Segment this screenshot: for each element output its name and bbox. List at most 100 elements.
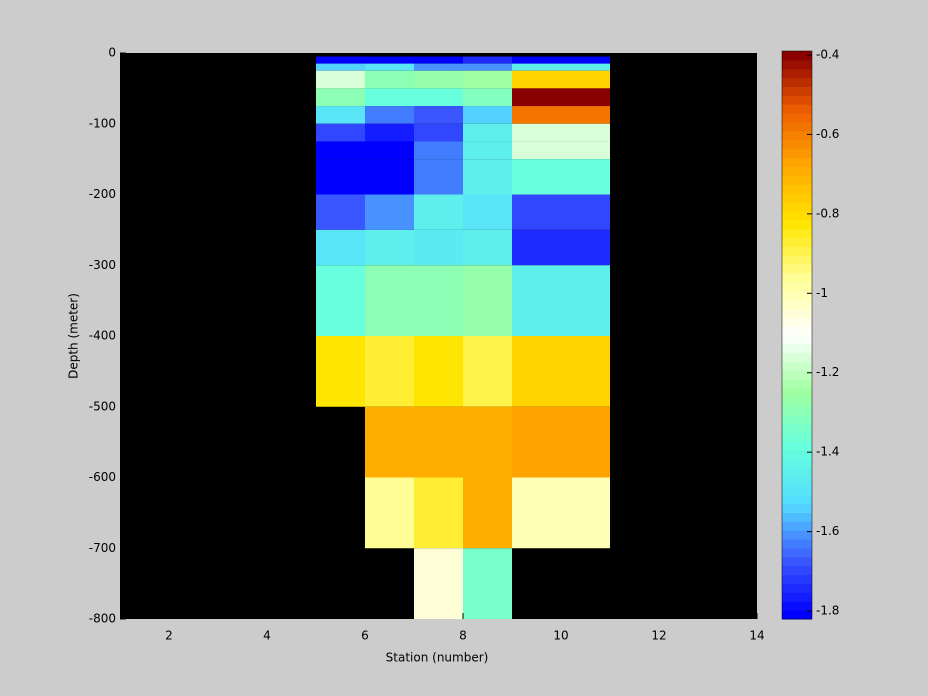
y-tick-label: -400 (89, 329, 116, 343)
colorbar-band (782, 157, 812, 167)
heatmap-cell (365, 88, 414, 107)
heatmap-cell (365, 194, 414, 230)
colorbar-band (782, 228, 812, 238)
colorbar-band (782, 397, 812, 407)
colorbar-band (782, 210, 812, 221)
heatmap-cell (512, 70, 610, 89)
colorbar-band (782, 556, 812, 567)
y-tick-label: -200 (89, 187, 116, 201)
heatmap-cell (512, 336, 610, 407)
heatmap-cell (512, 265, 610, 336)
heatmap-cell (414, 106, 463, 124)
heatmap-cell (316, 123, 365, 142)
colorbar-band (782, 255, 812, 265)
colorbar-band (782, 201, 812, 212)
heatmap-cell (463, 406, 512, 478)
heatmap-cell (463, 548, 512, 619)
colorbar-band (782, 193, 812, 203)
x-tick-label: 8 (459, 629, 467, 643)
colorbar-tick-label: -1 (816, 286, 828, 300)
heatmap-cell (316, 194, 365, 230)
colorbar-band (782, 601, 812, 611)
heatmap-cell (316, 141, 365, 160)
colorbar-band (782, 139, 812, 150)
colorbar-band (782, 548, 812, 558)
colorbar-band (782, 361, 812, 371)
colorbar-band (782, 290, 812, 300)
heatmap-cell (365, 141, 414, 160)
heatmap-cell (463, 336, 512, 407)
colorbar-band (782, 246, 812, 256)
heatmap-cell (512, 406, 610, 478)
heatmap-cell (463, 56, 512, 64)
colorbar-band (782, 459, 812, 469)
heatmap-cell (463, 194, 512, 230)
heatmap-cell (463, 159, 512, 195)
heatmap-cell (414, 229, 463, 266)
heatmap-cell (414, 88, 463, 107)
colorbar-band (782, 574, 812, 584)
heatmap-cell (463, 106, 512, 124)
y-axis-label: Depth (meter) (67, 293, 81, 379)
colorbar-band (782, 166, 812, 176)
heatmap-cell (316, 336, 365, 407)
colorbar-band (782, 95, 812, 105)
x-tick-label: 6 (361, 629, 369, 643)
heatmap-cell (365, 159, 414, 195)
heatmap-cell (316, 88, 365, 107)
colorbar-tick-label: -1.8 (816, 604, 839, 618)
colorbar-tick-label: -1.6 (816, 524, 839, 538)
colorbar-band (782, 122, 812, 132)
heatmap-cell (414, 477, 463, 549)
y-tick-label: 0 (108, 46, 116, 60)
colorbar-band (782, 370, 812, 380)
heatmap-cell (316, 106, 365, 124)
colorbar-band (782, 86, 812, 96)
heatmap-cell (463, 265, 512, 336)
y-tick-label: -500 (89, 399, 116, 413)
colorbar-band (782, 219, 812, 229)
colorbar-band (782, 148, 812, 158)
heatmap-cell (365, 477, 414, 549)
colorbar-band (782, 308, 812, 318)
heatmap-cell (365, 63, 414, 71)
y-tick-label: -100 (89, 116, 116, 130)
heatmap-cell (316, 265, 365, 336)
heatmap-cell (512, 56, 610, 64)
colorbar-frame (781, 50, 813, 620)
heatmap-cell (512, 88, 610, 107)
heatmap-cell (414, 56, 463, 64)
heatmap-cell (463, 88, 512, 107)
colorbar-band (782, 343, 812, 354)
heatmap-cell (512, 159, 610, 195)
heatmap-cell (365, 265, 414, 336)
colorbar-band (782, 388, 812, 398)
colorbar-band (782, 335, 812, 345)
heatmap-cell (316, 229, 365, 266)
colorbar-band (782, 281, 812, 292)
colorbar-band (782, 326, 812, 336)
colorbar-band (782, 68, 812, 79)
y-tick-label: -800 (89, 612, 116, 626)
colorbar-band (782, 272, 812, 283)
heatmap-cell (512, 63, 610, 71)
heatmap-cell (463, 63, 512, 71)
x-axis-label: Station (number) (386, 651, 489, 665)
colorbar-tick-label: -0.4 (816, 47, 839, 61)
colorbar-band (782, 184, 812, 194)
heatmap-cell (463, 123, 512, 142)
heatmap-cell (414, 70, 463, 89)
heatmap-cell (414, 336, 463, 407)
heatmap-cell (365, 229, 414, 266)
heatmap-cell (463, 477, 512, 549)
heatmap-cell (414, 194, 463, 230)
y-tick-label: -700 (89, 541, 116, 555)
heatmap-cell (365, 406, 414, 478)
heatmap-cell (414, 548, 463, 619)
colorbar-band (782, 423, 812, 434)
colorbar-band (782, 51, 812, 61)
colorbar-band (782, 592, 812, 602)
heatmap-cell (463, 141, 512, 160)
heatmap-cell (414, 406, 463, 478)
heatmap-cell (316, 63, 365, 71)
